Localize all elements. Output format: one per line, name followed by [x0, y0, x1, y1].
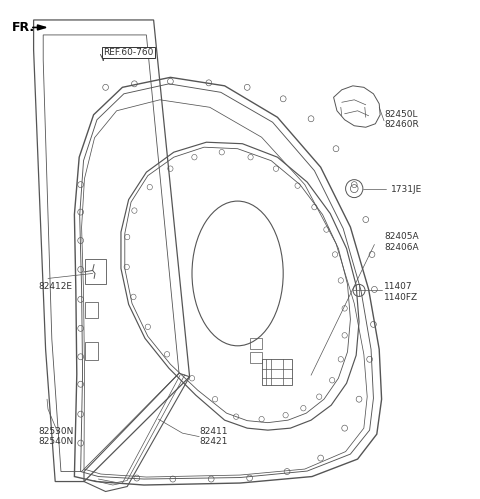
Text: 1731JE: 1731JE: [391, 185, 422, 194]
Text: 82530N
82540N: 82530N 82540N: [38, 427, 74, 446]
Text: 82405A
82406A: 82405A 82406A: [384, 233, 419, 251]
Text: 11407
1140FZ: 11407 1140FZ: [384, 282, 418, 301]
Text: REF.60-760: REF.60-760: [103, 48, 154, 57]
Text: FR.: FR.: [12, 21, 35, 34]
Text: 82412E: 82412E: [38, 282, 72, 291]
Text: 82411
82421: 82411 82421: [199, 427, 228, 446]
Text: 82450L
82460R: 82450L 82460R: [384, 110, 419, 129]
